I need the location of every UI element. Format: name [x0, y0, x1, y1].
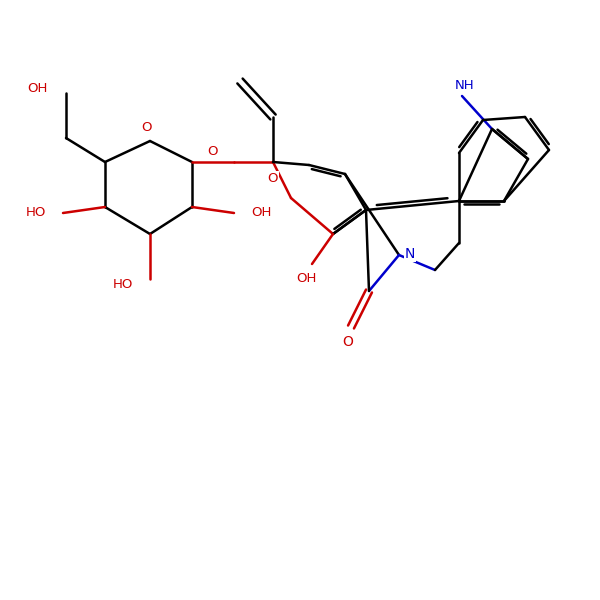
Text: HO: HO [26, 206, 46, 220]
Text: O: O [343, 335, 353, 349]
Text: OH: OH [28, 82, 48, 95]
Text: O: O [268, 172, 278, 185]
Text: N: N [404, 247, 415, 261]
Text: HO: HO [113, 278, 133, 292]
Text: OH: OH [251, 206, 271, 220]
Text: O: O [142, 121, 152, 134]
Text: NH: NH [455, 79, 475, 92]
Text: O: O [208, 145, 218, 158]
Text: OH: OH [296, 272, 316, 286]
